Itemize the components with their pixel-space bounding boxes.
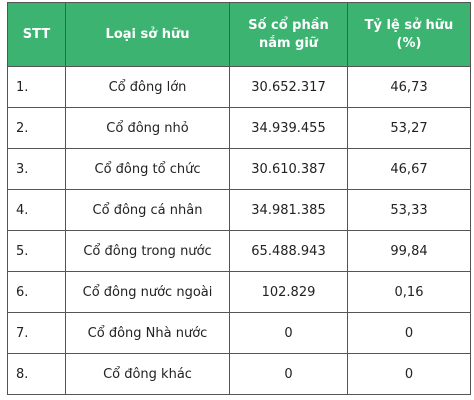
table-cell: 0: [229, 353, 348, 395]
table-cell: 53,27: [347, 107, 471, 149]
table-cell: Cổ đông khác: [65, 353, 230, 395]
header-cell: STT: [7, 2, 66, 67]
table-row: 1. Cổ đông lớn 30.652.317 46,73: [7, 66, 471, 108]
table-cell: 1.: [7, 66, 66, 108]
table-cell: Cổ đông Nhà nước: [65, 312, 230, 354]
table-cell: Cổ đông lớn: [65, 66, 230, 108]
table-cell: 34.939.455: [229, 107, 348, 149]
table-cell: Cổ đông tổ chức: [65, 148, 230, 190]
table-cell: 99,84: [347, 230, 471, 272]
table-cell: 6.: [7, 271, 66, 313]
table-row: 4. Cổ đông cá nhân 34.981.385 53,33: [7, 189, 471, 231]
table-cell: 0: [229, 312, 348, 354]
table-cell: 53,33: [347, 189, 471, 231]
header-row: STT Loại sở hữu Số cổ phần nắm giữ Tỷ lệ sở…: [7, 2, 471, 67]
table-cell: 30.610.387: [229, 148, 348, 190]
table-cell: 65.488.943: [229, 230, 348, 272]
table-cell: 4.: [7, 189, 66, 231]
table-cell: 7.: [7, 312, 66, 354]
table-cell: 34.981.385: [229, 189, 348, 231]
table-cell: Cổ đông cá nhân: [65, 189, 230, 231]
table-cell: 3.: [7, 148, 66, 190]
table-cell: 8.: [7, 353, 66, 395]
table-row: 5. Cổ đông trong nước 65.488.943 99,84: [7, 230, 471, 272]
table-cell: 102.829: [229, 271, 348, 313]
table-row: 8. Cổ đông khác 0 0: [7, 353, 471, 395]
table-cell: 46,67: [347, 148, 471, 190]
table-cell: 0: [347, 312, 471, 354]
ownership-table: STT Loại sở hữu Số cổ phần nắm giữ Tỷ lệ sở…: [7, 2, 471, 395]
table-row: 3. Cổ đông tổ chức 30.610.387 46,67: [7, 148, 471, 190]
table-cell: 30.652.317: [229, 66, 348, 108]
table-header: STT Loại sở hữu Số cổ phần nắm giữ Tỷ lệ sở…: [7, 2, 471, 67]
header-cell: Loại sở hữu: [65, 2, 230, 67]
table-row: 2. Cổ đông nhỏ 34.939.455 53,27: [7, 107, 471, 149]
table-cell: 5.: [7, 230, 66, 272]
table-cell: 2.: [7, 107, 66, 149]
table-cell: Cổ đông nhỏ: [65, 107, 230, 149]
table-cell: 46,73: [347, 66, 471, 108]
header-cell: Số cổ phần nắm giữ: [229, 2, 348, 67]
table-body: 1. Cổ đông lớn 30.652.317 46,73 2. Cổ đông nh…: [7, 66, 471, 395]
table-cell: Cổ đông nước ngoài: [65, 271, 230, 313]
table-cell: Cổ đông trong nước: [65, 230, 230, 272]
table-cell: 0: [347, 353, 471, 395]
table-row: 6. Cổ đông nước ngoài 102.829 0,16: [7, 271, 471, 313]
table-cell: 0,16: [347, 271, 471, 313]
table-row: 7. Cổ đông Nhà nước 0 0: [7, 312, 471, 354]
header-cell: Tỷ lệ sở hữu (%): [347, 2, 471, 67]
